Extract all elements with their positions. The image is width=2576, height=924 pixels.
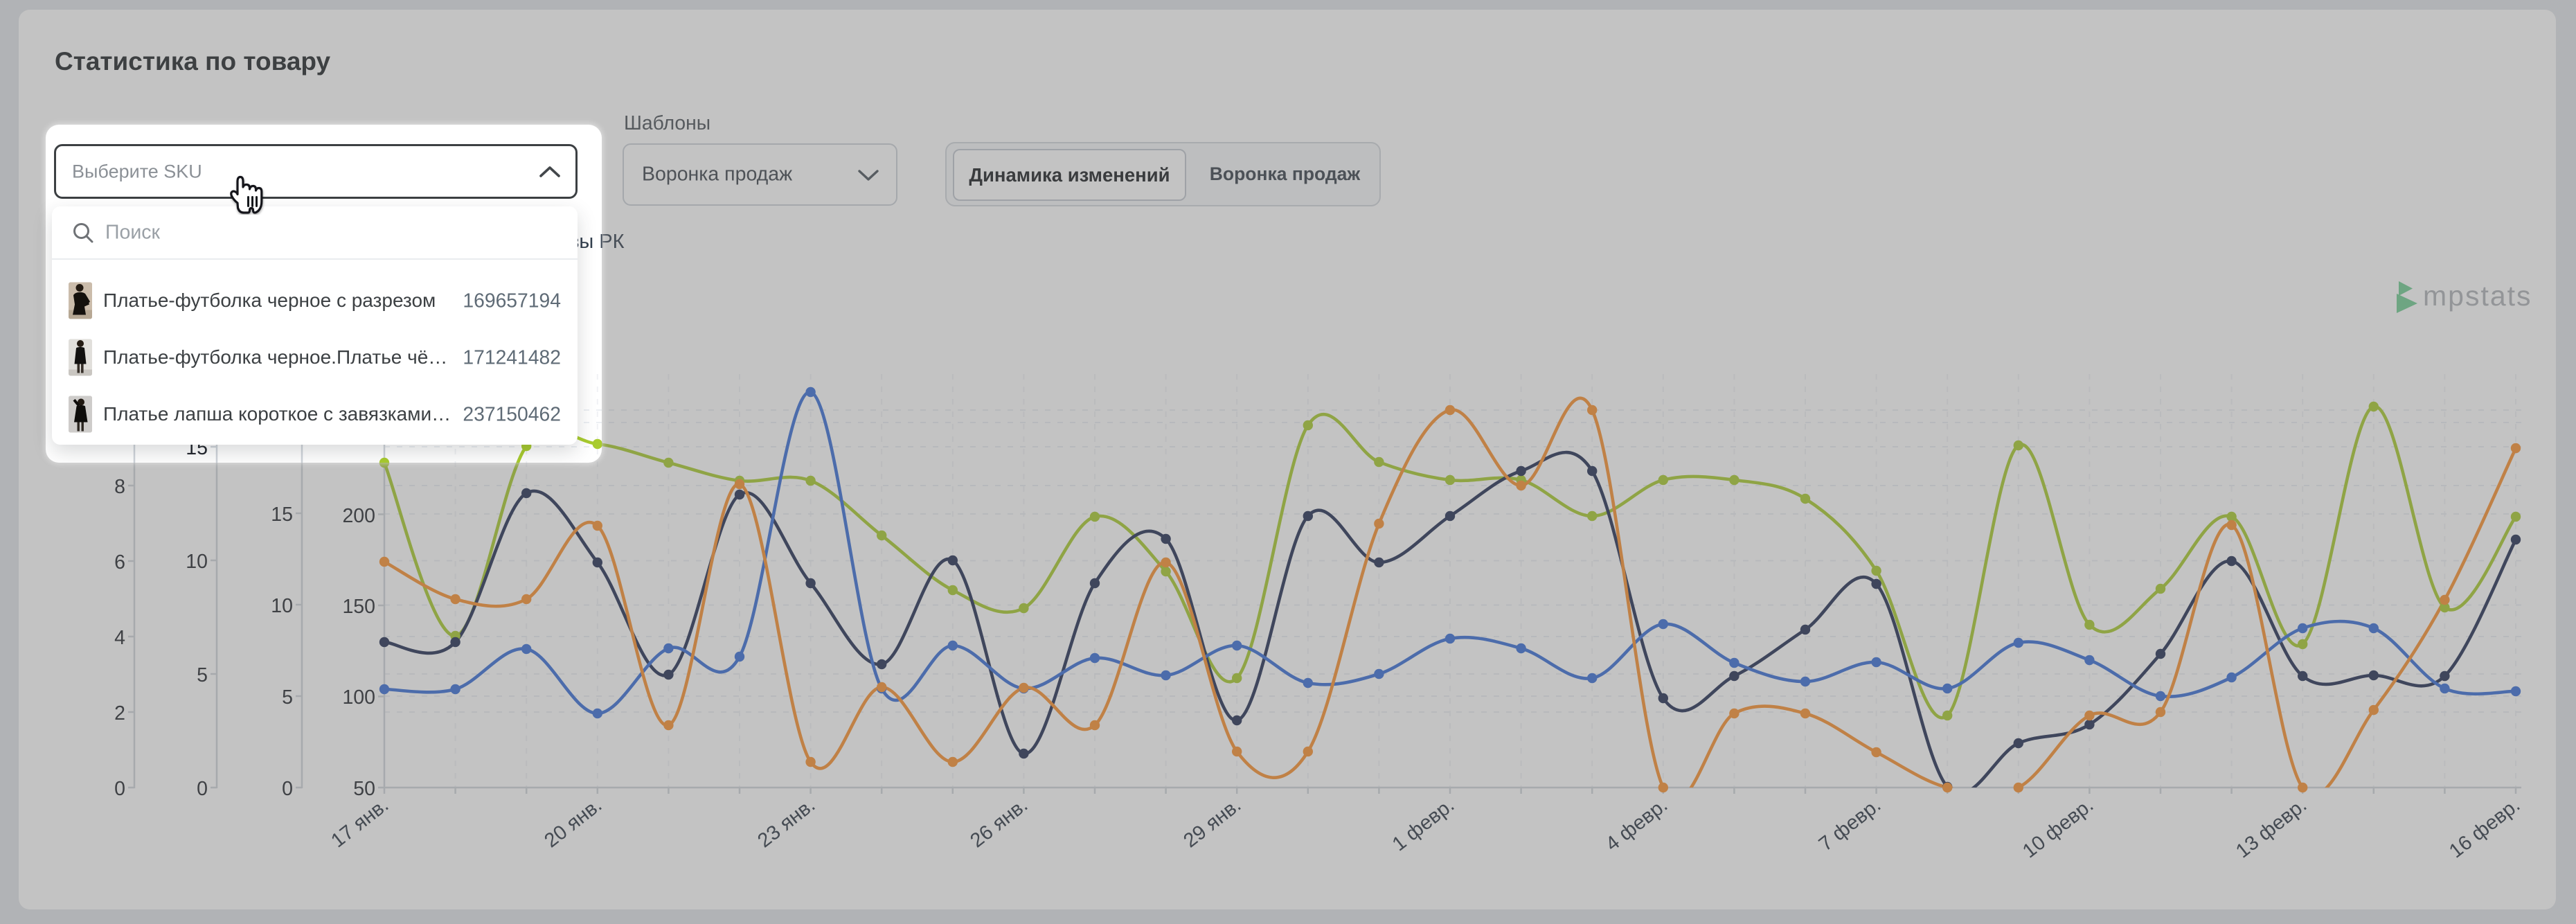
- svg-text:23 янв.: 23 янв.: [753, 794, 819, 852]
- svg-text:4: 4: [114, 627, 125, 649]
- svg-text:10: 10: [186, 551, 208, 573]
- svg-text:2: 2: [114, 702, 125, 725]
- svg-text:10 февр.: 10 февр.: [2019, 794, 2098, 862]
- svg-text:150: 150: [342, 596, 375, 618]
- svg-text:20 янв.: 20 янв.: [540, 794, 606, 852]
- svg-text:26 янв.: 26 янв.: [966, 794, 1032, 852]
- svg-text:1 февр.: 1 февр.: [1388, 794, 1458, 855]
- svg-text:0: 0: [197, 778, 208, 800]
- svg-text:4 февр.: 4 февр.: [1602, 794, 1672, 855]
- svg-text:7 февр.: 7 февр.: [1815, 794, 1885, 855]
- svg-text:10: 10: [271, 595, 293, 617]
- svg-text:5: 5: [197, 664, 208, 686]
- svg-text:8: 8: [114, 476, 125, 498]
- svg-text:6: 6: [114, 551, 125, 574]
- svg-text:200: 200: [342, 505, 375, 527]
- svg-text:mpstats: mpstats: [2423, 280, 2532, 312]
- svg-text:13 февр.: 13 февр.: [2232, 794, 2311, 862]
- svg-text:50: 50: [353, 778, 375, 800]
- svg-text:17 янв.: 17 янв.: [327, 794, 393, 852]
- svg-text:100: 100: [342, 686, 375, 709]
- svg-text:5: 5: [282, 686, 293, 709]
- svg-text:16 февр.: 16 февр.: [2445, 794, 2524, 862]
- svg-text:15: 15: [271, 504, 293, 526]
- svg-text:0: 0: [114, 778, 125, 800]
- svg-text:0: 0: [282, 778, 293, 800]
- svg-text:29 янв.: 29 янв.: [1179, 794, 1245, 852]
